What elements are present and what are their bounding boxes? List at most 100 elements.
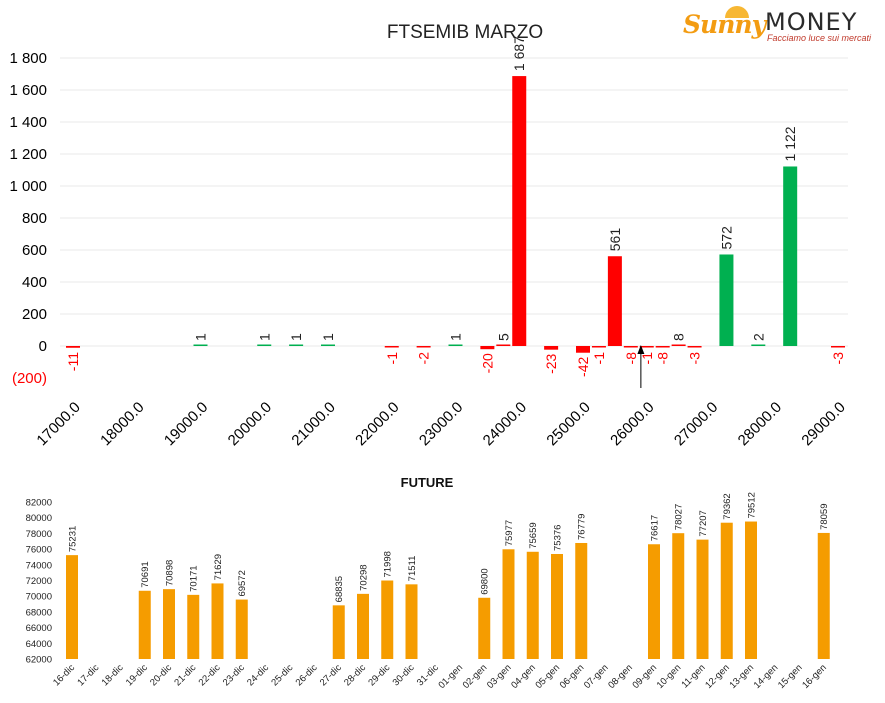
future-data-label: 78059: [819, 504, 830, 530]
bar-23000: [448, 344, 463, 346]
bar-25000: [576, 346, 590, 353]
data-label: 1: [256, 333, 272, 341]
bar-26750: [687, 346, 702, 348]
future-x-tick-label: 06-gen: [558, 662, 587, 691]
future-x-tick-label: 28-dic: [342, 662, 368, 688]
data-label: -1: [639, 352, 655, 365]
future-data-label: 69572: [237, 570, 248, 596]
data-label: -3: [687, 352, 703, 365]
future-x-tick-label: 30-dic: [391, 662, 417, 688]
future-bar-12-gen: [720, 522, 733, 659]
future-x-tick-label: 09-gen: [630, 662, 659, 691]
data-label: -11: [65, 352, 81, 371]
future-x-tick-label: 22-dic: [197, 662, 223, 688]
future-x-tick-label: 12-gen: [703, 662, 732, 691]
future-x-tick-label: 11-gen: [679, 662, 707, 690]
future-bar-23-dic: [235, 599, 248, 659]
future-bar-10-gen: [672, 533, 685, 659]
sun-icon: [725, 6, 749, 18]
y-tick-label: 0: [39, 338, 47, 355]
bar-26500: [671, 344, 686, 346]
bar-22500: [416, 346, 431, 348]
future-y-tick-label: 80000: [26, 513, 52, 524]
future-x-tick-label: 01-gen: [436, 662, 465, 691]
bar-19000: [193, 344, 208, 346]
future-bar-09-gen: [648, 544, 660, 659]
future-data-label: 69800: [480, 568, 491, 594]
logo-tagline: Facciamo luce sui mercati: [767, 33, 872, 43]
data-label: 572: [718, 226, 734, 250]
bar-20500: [289, 344, 304, 346]
future-x-tick-label: 13-gen: [727, 662, 756, 691]
future-x-tick-label: 07-gen: [582, 662, 611, 691]
chart-title: FTSEMIB MARZO: [387, 22, 543, 43]
future-data-label: 75376: [553, 525, 564, 551]
data-label: -20: [479, 353, 495, 373]
future-bar-19-dic: [138, 590, 151, 659]
bar-24000: [512, 76, 527, 346]
future-bar-21-dic: [187, 594, 200, 659]
bar-25250: [591, 346, 606, 348]
marker-arrowhead-icon: [637, 345, 645, 354]
future-data-label: 76617: [650, 515, 661, 541]
future-bar-16-dic: [66, 555, 78, 659]
future-bar-29-dic: [381, 580, 394, 659]
bar-23500: [480, 346, 495, 350]
future-data-label: 71998: [383, 551, 394, 577]
future-y-tick-label: 66000: [26, 623, 52, 634]
future-bar-30-dic: [405, 584, 418, 659]
future-data-label: 70691: [140, 561, 151, 587]
future-x-tick-label: 08-gen: [606, 662, 635, 691]
future-bar-22-dic: [211, 583, 224, 659]
y-tick-label: 1 600: [9, 82, 47, 99]
future-data-label: 77207: [698, 510, 709, 536]
future-x-tick-label: 20-dic: [148, 662, 174, 688]
future-data-label: 70898: [165, 560, 176, 586]
future-data-label: 78027: [674, 504, 685, 530]
future-x-tick-label: 25-dic: [269, 662, 295, 688]
future-data-label: 76779: [577, 514, 588, 540]
future-x-tick-label: 16-gen: [800, 662, 829, 691]
future-bar-27-dic: [332, 605, 345, 659]
bar-21000: [321, 344, 335, 346]
data-label: 1: [448, 333, 464, 341]
bar-26250: [655, 346, 670, 348]
y-tick-label: 600: [22, 242, 47, 259]
y-tick-label: 1 400: [9, 114, 47, 131]
y-tick-label: (200): [12, 370, 47, 387]
future-data-label: 71511: [407, 556, 418, 582]
bar-25500: [607, 256, 622, 346]
data-label: 5: [495, 333, 511, 341]
future-data-label: 70298: [359, 564, 370, 590]
data-label: 1: [320, 333, 336, 341]
future-bar-06-gen: [575, 542, 588, 659]
data-label: -8: [623, 352, 639, 365]
future-bar-02-gen: [478, 597, 491, 659]
future-x-tick-label: 04-gen: [509, 662, 538, 691]
y-tick-label: 200: [22, 306, 47, 323]
future-bar-28-dic: [357, 593, 369, 659]
future-x-tick-label: 10-gen: [655, 662, 684, 691]
bar-22000: [384, 346, 399, 348]
future-data-label: 71629: [213, 554, 224, 580]
future-data-label: 75977: [504, 520, 515, 546]
y-tick-label: 1 800: [9, 50, 47, 67]
future-x-tick-label: 29-dic: [366, 662, 392, 688]
future-x-tick-label: 02-gen: [461, 662, 490, 691]
future-y-tick-label: 68000: [26, 607, 52, 618]
future-bar-20-dic: [163, 589, 175, 659]
logo-money-text: MONEY: [765, 8, 858, 36]
future-x-tick-label: 17-dic: [75, 662, 101, 688]
future-x-tick-label: 03-gen: [485, 662, 514, 691]
bar-27750: [751, 344, 766, 346]
y-tick-label: 1 200: [9, 146, 47, 163]
bar-24500: [544, 346, 559, 350]
bar-29000: [831, 346, 845, 348]
future-x-tick-label: 05-gen: [533, 662, 562, 691]
data-label: 1: [193, 333, 209, 341]
data-label: -23: [543, 353, 559, 373]
future-title: FUTURE: [401, 475, 454, 490]
future-y-tick-label: 62000: [26, 655, 52, 666]
data-label: 1 122: [782, 126, 798, 161]
